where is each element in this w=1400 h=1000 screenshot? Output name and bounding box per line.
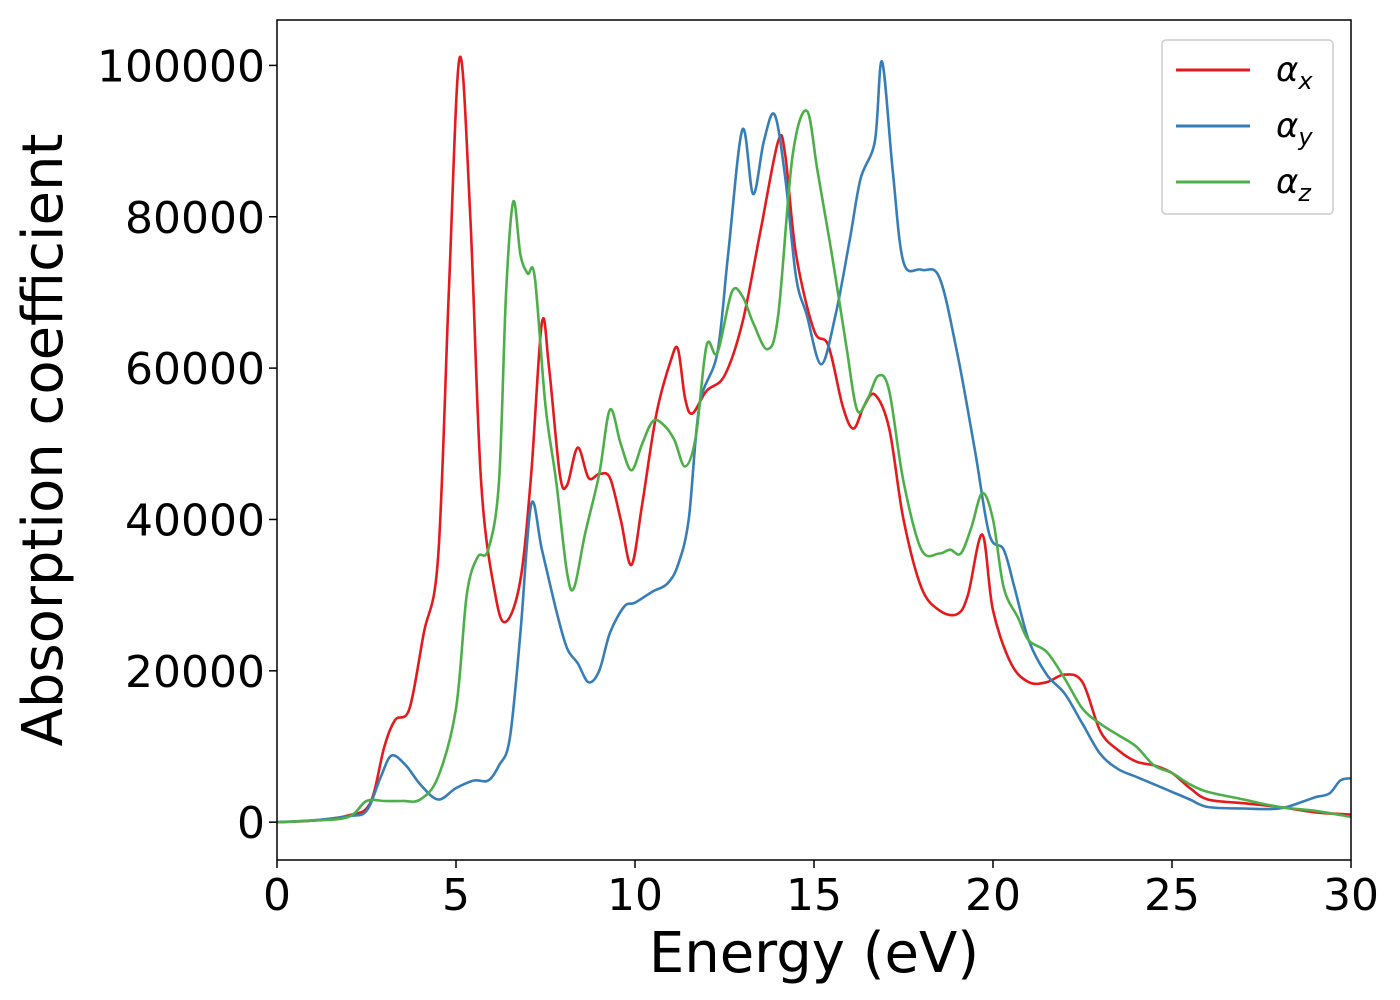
x-tick-label: 15 [786, 870, 842, 921]
x-axis-label: Energy (eV) [649, 921, 979, 986]
series-line-alpha-z [277, 109, 1351, 824]
series-layer [277, 55, 1351, 824]
y-tick-label: 60000 [125, 344, 265, 395]
y-tick-label: 80000 [125, 193, 265, 244]
y-tick-label: 40000 [125, 495, 265, 546]
x-tick-label: 20 [965, 870, 1021, 921]
x-tick-label: 5 [442, 870, 470, 921]
y-tick-label: 0 [237, 798, 265, 849]
y-axis-label: Absorption coefficient [11, 134, 76, 747]
x-axis-ticks: 0 5 10 15 20 25 30 [263, 860, 1379, 921]
x-tick-label: 25 [1144, 870, 1200, 921]
y-tick-label: 100000 [97, 41, 265, 92]
x-tick-label: 10 [607, 870, 663, 921]
series-line-alpha-y [277, 60, 1351, 824]
x-tick-label: 0 [263, 870, 291, 921]
y-tick-label: 20000 [125, 647, 265, 698]
x-tick-label: 30 [1323, 870, 1379, 921]
y-axis-ticks: 0 20000 40000 60000 80000 100000 [97, 41, 277, 849]
series-line-alpha-x [277, 55, 1351, 824]
